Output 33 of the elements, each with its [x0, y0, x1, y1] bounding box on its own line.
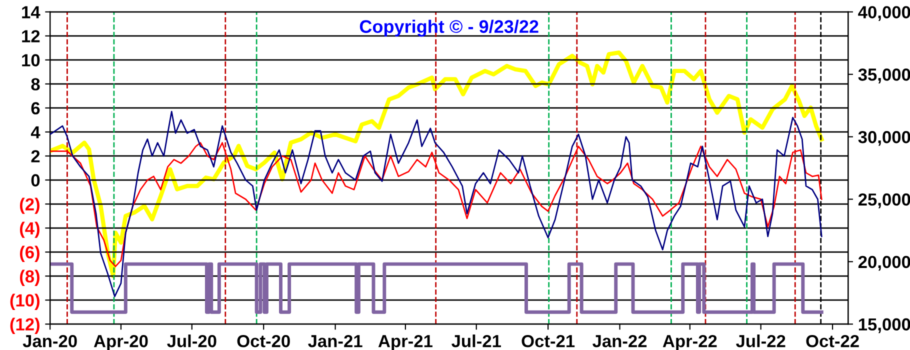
y-tick-label: 6: [31, 102, 40, 114]
x-tick-label: Jul-22: [736, 334, 786, 348]
y-tick-label: 14: [22, 6, 40, 18]
y-tick-label: (12): [10, 318, 40, 334]
x-tick-label: Jan-22: [592, 334, 647, 348]
x-tick-label: Oct-20: [237, 334, 290, 348]
x-tick-label: Oct-21: [522, 334, 575, 348]
x-tick-label: Jul-21: [452, 334, 501, 348]
y2-tick-label: 40,000: [858, 6, 910, 21]
y-tick-label: 12: [22, 30, 40, 42]
y2-tick-label: 25,000: [858, 193, 910, 208]
y-tick-label: 10: [22, 54, 40, 66]
line-series: [50, 110, 822, 298]
y-tick-label: 0: [31, 174, 40, 186]
y-tick-label: (2): [20, 198, 40, 214]
line-series: [50, 142, 822, 268]
y2-tick-label: 15,000: [858, 318, 910, 334]
y-tick-label: (8): [20, 270, 40, 286]
y2-tick-label: 35,000: [858, 68, 910, 84]
line-series: [50, 50, 824, 278]
y-tick-label: 2: [31, 150, 40, 162]
y-tick-label: (4): [20, 222, 40, 238]
y-tick-label: (10): [10, 294, 40, 310]
y-tick-label: 4: [30, 126, 40, 138]
y2-tick-label: 30,000: [858, 130, 910, 146]
chart-title: Copyright © - 9/23/22: [360, 20, 538, 37]
x-tick-label: Oct-22: [806, 334, 859, 348]
x-tick-label: Jan-20: [22, 334, 77, 348]
y-tick-label: 8: [31, 78, 40, 90]
y2-tick-label: 20,000: [858, 256, 910, 271]
x-tick-label: Jan-21: [308, 334, 362, 348]
y-tick-label: (6): [20, 246, 40, 262]
x-tick-label: Jul-20: [167, 334, 216, 348]
